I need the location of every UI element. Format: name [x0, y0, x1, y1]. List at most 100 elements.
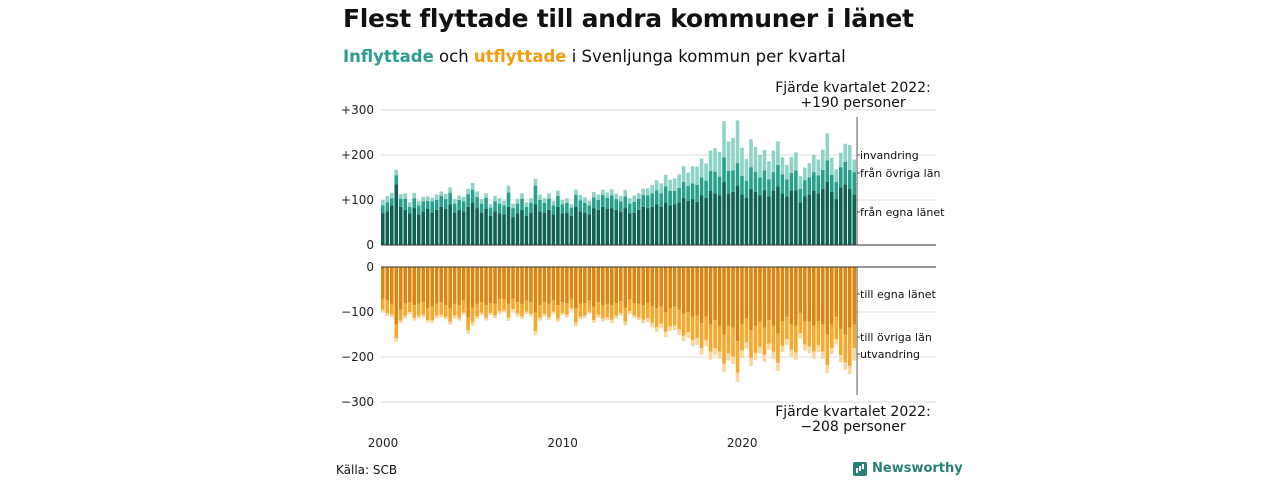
bar-inflow-local	[762, 190, 767, 245]
bar-outflow-local	[601, 267, 605, 306]
bar-inflow-abroad	[717, 151, 722, 177]
bar-outflow-other	[394, 324, 399, 339]
bar-outflow-other	[407, 302, 412, 312]
bar-inflow-other	[758, 177, 762, 196]
bar-inflow-local	[605, 209, 610, 245]
bar-outflow-other	[843, 334, 848, 363]
bar-outflow-other	[497, 298, 502, 312]
bar-outflow-abroad	[381, 309, 385, 313]
bar-outflow-abroad	[466, 330, 470, 334]
bar-outflow-other	[663, 312, 668, 332]
bar-inflow-abroad	[704, 163, 708, 181]
series-label-fran-egna-lanet: från egna länet	[860, 206, 945, 219]
bar-inflow-abroad	[780, 157, 785, 175]
bar-outflow-abroad	[421, 314, 425, 318]
bar-inflow-abroad	[726, 141, 731, 171]
bar-inflow-abroad	[740, 147, 744, 176]
bar-inflow-local	[592, 208, 596, 245]
chart-subtitle: Inflyttade och utflyttade i Svenljunga k…	[343, 47, 846, 66]
bar-outflow-other	[466, 317, 470, 330]
bar-outflow-other	[475, 303, 479, 317]
bar-outflow-other	[542, 302, 547, 314]
bar-inflow-other	[641, 195, 646, 207]
bar-outflow-abroad	[601, 318, 605, 322]
bar-outflow-abroad	[506, 317, 511, 321]
bar-inflow-local	[538, 211, 542, 245]
bar-outflow-local	[412, 267, 417, 306]
bar-outflow-other	[493, 303, 497, 316]
bar-outflow-abroad	[551, 311, 556, 314]
bar-outflow-other	[704, 316, 708, 340]
bar-outflow-local	[484, 267, 488, 306]
bar-outflow-abroad	[681, 335, 686, 342]
bar-inflow-local	[663, 202, 668, 245]
bar-inflow-local	[421, 211, 425, 245]
bar-outflow-other	[744, 318, 749, 343]
bar-outflow-abroad	[843, 362, 848, 370]
bar-inflow-local	[587, 214, 592, 245]
bar-inflow-local	[457, 209, 461, 245]
bar-outflow-abroad	[547, 317, 551, 321]
bar-inflow-abroad	[551, 200, 556, 206]
bar-inflow-other	[794, 170, 798, 191]
bar-inflow-abroad	[821, 149, 825, 170]
bar-outflow-abroad	[596, 314, 601, 318]
bar-inflow-local	[493, 211, 497, 245]
bar-inflow-other	[439, 195, 443, 207]
bar-inflow-other	[381, 205, 385, 214]
bar-outflow-local	[636, 267, 641, 304]
bar-inflow-abroad	[407, 202, 412, 207]
bar-outflow-local	[821, 267, 825, 325]
bar-inflow-abroad	[529, 198, 533, 203]
bar-outflow-other	[547, 303, 551, 318]
bar-outflow-local	[645, 267, 650, 303]
bar-outflow-abroad	[488, 312, 493, 316]
bar-inflow-abroad	[663, 174, 668, 187]
bar-inflow-other	[807, 177, 812, 195]
bar-inflow-other	[636, 198, 641, 210]
bar-inflow-other	[726, 170, 731, 194]
bar-outflow-other	[681, 314, 686, 336]
bar-inflow-other	[632, 201, 637, 213]
bar-inflow-local	[632, 212, 637, 245]
bar-inflow-local	[681, 197, 686, 245]
bar-inflow-local	[735, 185, 740, 245]
bar-inflow-local	[412, 208, 417, 245]
bar-outflow-local	[574, 267, 578, 309]
bar-outflow-abroad	[394, 338, 399, 342]
bar-outflow-local	[479, 267, 484, 303]
y-tick-label-bottom: −300	[341, 395, 374, 409]
bar-inflow-other	[677, 187, 681, 203]
bar-inflow-abroad	[439, 191, 443, 196]
bar-outflow-other	[470, 307, 475, 322]
bar-outflow-local	[511, 267, 515, 299]
bar-outflow-local	[569, 267, 574, 299]
bar-outflow-other	[443, 305, 448, 317]
bar-outflow-other	[627, 299, 632, 312]
brand-name: Newsworthy	[872, 461, 963, 476]
bar-outflow-abroad	[776, 362, 780, 371]
bar-outflow-other	[596, 302, 601, 315]
bar-outflow-other	[834, 316, 839, 339]
bar-inflow-other	[686, 186, 690, 201]
bar-outflow-local	[726, 267, 731, 326]
bar-inflow-other	[416, 205, 421, 215]
bar-inflow-abroad	[524, 202, 529, 207]
bar-outflow-abroad	[659, 323, 663, 329]
bar-outflow-abroad	[452, 315, 457, 319]
bar-outflow-other	[789, 324, 794, 350]
bar-inflow-other	[538, 200, 542, 212]
bar-outflow-other	[686, 312, 690, 333]
bar-inflow-other	[533, 185, 538, 205]
bar-outflow-other	[812, 325, 816, 352]
bar-inflow-local	[479, 212, 484, 245]
bar-inflow-other	[708, 170, 713, 191]
bar-inflow-local	[547, 209, 551, 245]
bar-inflow-local	[803, 196, 807, 245]
bar-inflow-abroad	[538, 194, 542, 200]
bar-outflow-local	[551, 267, 556, 301]
bar-outflow-other	[412, 305, 417, 318]
bar-outflow-local	[659, 267, 663, 307]
bar-outflow-abroad	[524, 311, 529, 314]
bar-inflow-other	[542, 202, 547, 213]
